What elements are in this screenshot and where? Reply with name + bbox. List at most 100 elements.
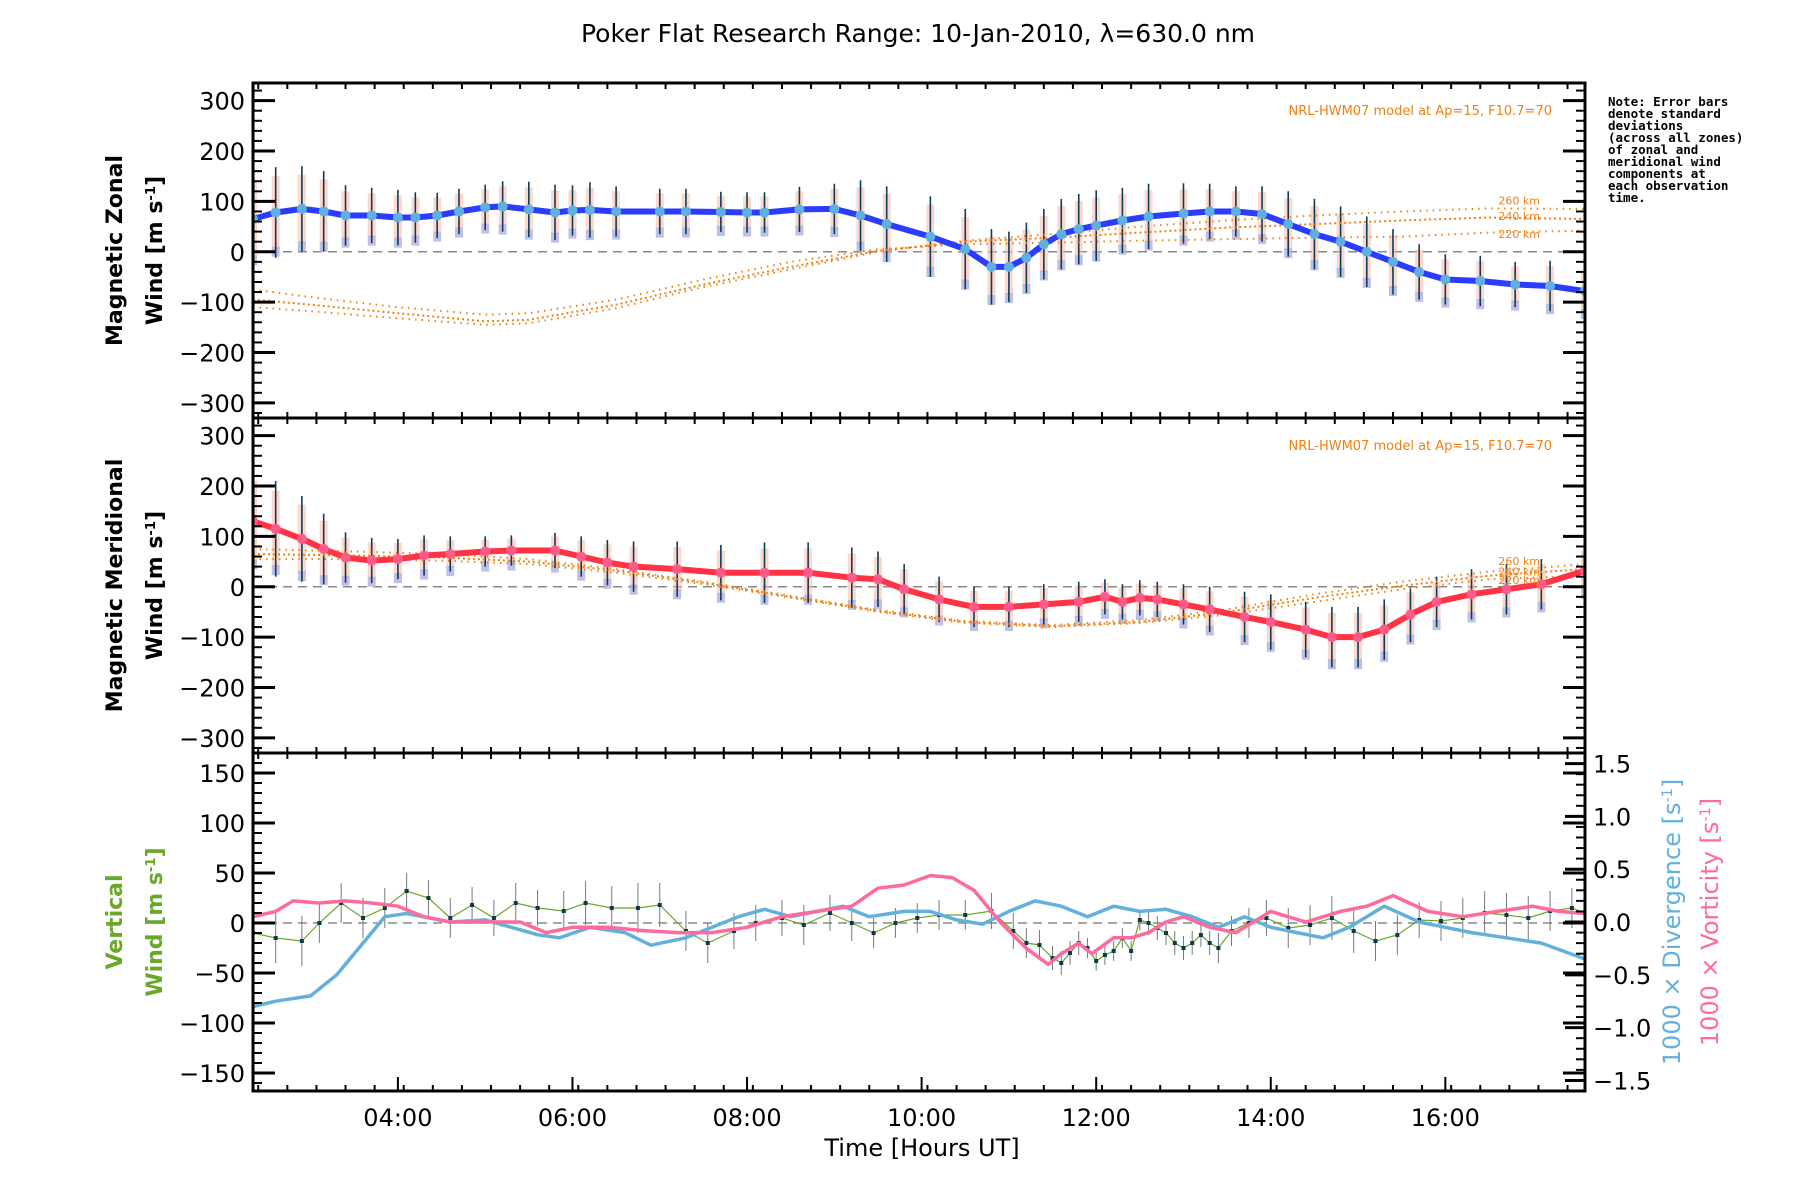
x-tick-label: 14:00 <box>1236 1104 1305 1132</box>
data-point <box>1283 219 1294 230</box>
data-point <box>893 921 898 925</box>
data-point <box>1172 941 1177 945</box>
panel-frame <box>251 81 1587 420</box>
plot-area-zonal <box>253 166 1585 326</box>
data-point <box>366 210 377 221</box>
data-point <box>360 916 365 920</box>
y-axis-label-line1: Vertical <box>103 874 128 969</box>
y2-tick-label: 0.5 <box>1593 856 1631 884</box>
chart-panels: NRL-HWM07 model at Ap=15, F10.7=70 260 km… <box>103 81 1724 1162</box>
data-point <box>1440 274 1451 285</box>
x-tick-label: 10:00 <box>887 1104 956 1132</box>
data-point <box>426 896 431 900</box>
y-axis-label-line2-part: -1 <box>144 186 159 201</box>
data-point <box>963 913 968 917</box>
y2-label-divergence-part: ] <box>1658 779 1686 788</box>
data-point <box>410 212 421 223</box>
data-point <box>470 903 475 907</box>
y-axis-label-line2-part: Wind [m s <box>143 201 168 326</box>
y-tick-label: 150 <box>199 760 245 788</box>
data-point <box>445 549 456 560</box>
y2-tick-label: −1.0 <box>1593 1015 1651 1043</box>
data-point <box>1198 933 1203 937</box>
data-point <box>657 903 662 907</box>
data-point <box>1050 956 1055 960</box>
model-label: NRL-HWM07 model at Ap=15, F10.7=70 <box>1289 439 1553 454</box>
data-point <box>1239 611 1250 622</box>
data-point <box>497 201 508 212</box>
data-point <box>296 533 307 544</box>
x-tick-label: 04:00 <box>363 1104 432 1132</box>
data-point <box>849 921 854 925</box>
y2-label-divergence-part: -1 <box>1660 788 1676 802</box>
x-tick-label: 12:00 <box>1062 1104 1131 1132</box>
data-point <box>872 574 883 585</box>
data-point <box>1021 252 1032 263</box>
data-point <box>1129 949 1134 953</box>
y-axis-label-line2-part: ] <box>143 511 168 521</box>
y2-label-divergence-part: 1000 × Divergence [s <box>1658 803 1686 1066</box>
data-point <box>759 567 770 578</box>
y-tick-label: 100 <box>199 810 245 838</box>
data-point <box>829 203 840 214</box>
data-point <box>794 204 805 215</box>
data-point <box>1379 624 1390 635</box>
panel-zonal: NRL-HWM07 model at Ap=15, F10.7=70 260 km… <box>103 81 1587 420</box>
altitude-label: 260 km <box>1498 195 1540 208</box>
data-point <box>1099 591 1110 602</box>
y-tick-label: 100 <box>199 188 245 216</box>
y-axis-label-line2-part: -1 <box>144 521 159 536</box>
data-point <box>1510 279 1521 290</box>
plot-area-vertical <box>253 873 1585 1009</box>
data-point <box>1395 933 1400 937</box>
panel-frame <box>251 416 1587 755</box>
y-tick-label: 300 <box>199 88 245 116</box>
y-tick-label: −300 <box>179 390 245 418</box>
data-point <box>340 210 351 221</box>
data-point <box>270 523 281 534</box>
data-point <box>480 546 491 557</box>
data-point <box>1134 592 1145 603</box>
y-axis-label-line2: Wind [m s-1] <box>143 511 168 660</box>
altitude-label: 220 km <box>1498 574 1540 587</box>
data-point <box>1536 579 1547 590</box>
y-tick-label: 200 <box>199 138 245 166</box>
data-point <box>1111 949 1116 953</box>
y2-label-vorticity-part: ] <box>1696 798 1724 807</box>
y2-tick-label: 0.0 <box>1593 909 1631 937</box>
data-point <box>1178 599 1189 610</box>
data-point <box>925 231 936 242</box>
data-point <box>1265 617 1276 628</box>
data-point <box>855 210 866 221</box>
data-point <box>960 244 971 255</box>
data-point <box>1300 624 1311 635</box>
data-point <box>1059 961 1064 965</box>
altitude-label: 220 km <box>1498 228 1540 241</box>
data-point <box>1152 594 1163 605</box>
data-point <box>392 554 403 565</box>
data-point <box>915 916 920 920</box>
data-point <box>968 601 979 612</box>
data-point <box>986 261 997 272</box>
data-point <box>1466 589 1477 600</box>
y-tick-label: −200 <box>179 675 245 703</box>
data-point <box>1204 604 1215 615</box>
data-point <box>1073 224 1084 235</box>
data-point <box>803 567 814 578</box>
data-point <box>1056 229 1067 240</box>
data-point <box>392 212 403 223</box>
x-axis-label: Time [Hours UT] <box>823 1134 1019 1162</box>
data-point <box>1501 584 1512 595</box>
data-point <box>318 206 329 217</box>
data-point <box>1504 913 1509 917</box>
data-point <box>1091 220 1102 231</box>
y2-tick-label: −0.5 <box>1593 962 1651 990</box>
data-point <box>1068 951 1073 955</box>
data-point <box>1117 215 1128 226</box>
data-point <box>1431 596 1442 607</box>
data-point <box>1024 941 1029 945</box>
y-axis-label-line2-part: Wind [m s <box>143 536 168 661</box>
data-point <box>899 584 910 595</box>
y-tick-label: 0 <box>230 910 245 938</box>
data-point <box>318 543 329 554</box>
